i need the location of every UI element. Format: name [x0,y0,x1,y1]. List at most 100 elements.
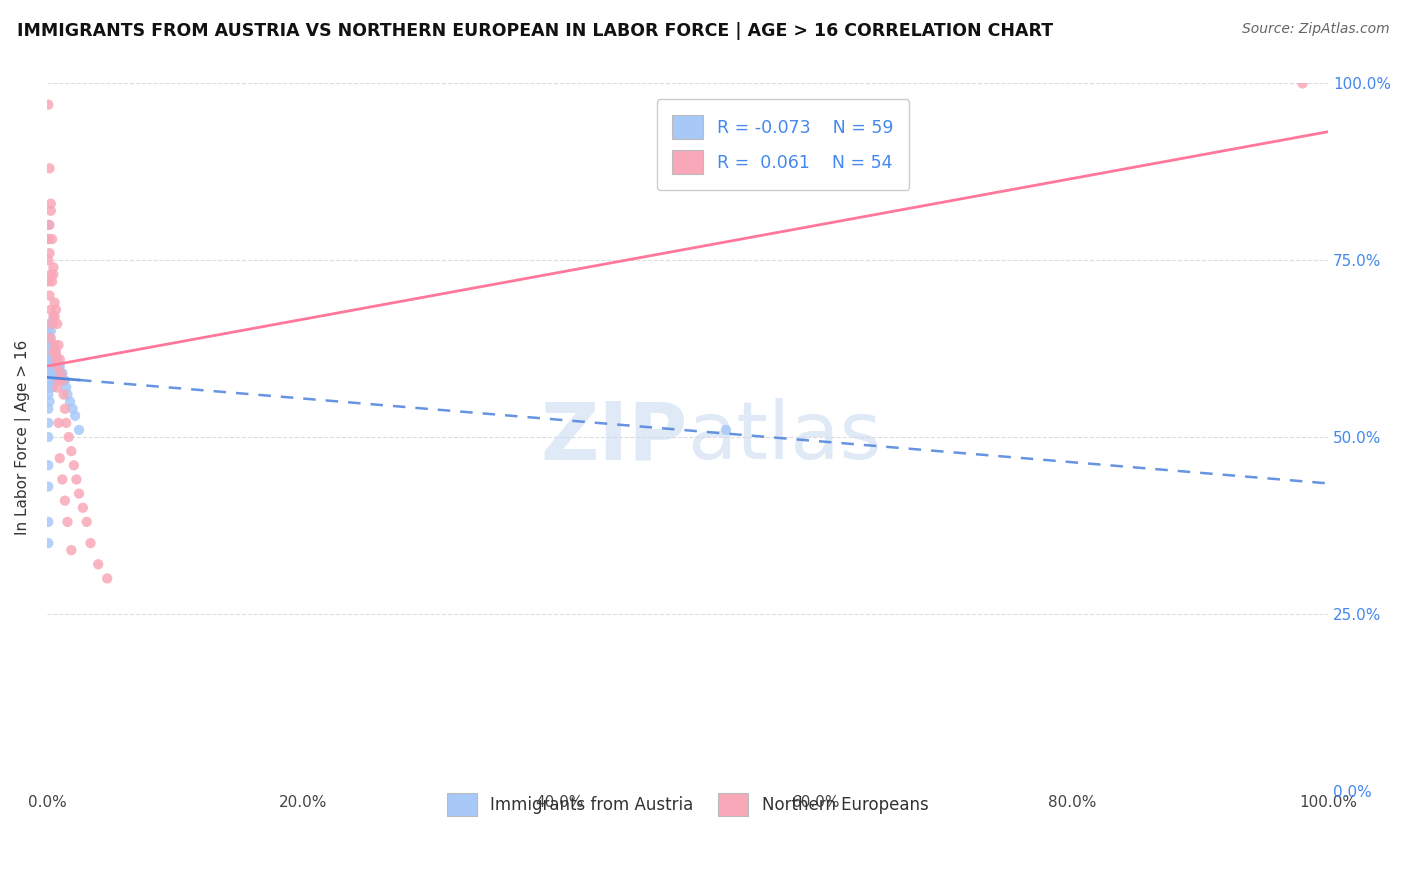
Point [48,374,70,388]
Point [41,275,63,289]
Point [96,571,118,585]
Point [37,367,59,381]
Point [42,345,65,359]
Point [62,401,84,416]
Point [51,473,73,487]
Point [37,352,59,367]
Point [46,352,69,367]
Point [41,352,63,367]
Point [67,423,90,437]
Point [60,543,83,558]
Point [37,345,59,359]
Point [76,515,98,529]
Point [38,380,60,394]
Point [45,367,67,381]
Point [38,218,60,232]
Point [51,367,73,381]
Point [37,416,59,430]
Point [42,260,65,275]
Point [72,500,94,515]
Point [45,302,67,317]
Point [67,486,90,500]
Point [44,359,66,374]
Point [38,352,60,367]
Point [39,331,62,345]
Point [39,268,62,282]
Point [714,423,737,437]
Point [45,345,67,359]
Point [41,338,63,352]
Point [44,295,66,310]
Text: IMMIGRANTS FROM AUSTRIA VS NORTHERN EUROPEAN IN LABOR FORCE | AGE > 16 CORRELATI: IMMIGRANTS FROM AUSTRIA VS NORTHERN EURO… [17,22,1053,40]
Point [39,196,62,211]
Point [56,387,79,401]
Point [1291,77,1313,91]
Point [38,394,60,409]
Point [79,536,101,550]
Point [60,444,83,458]
Point [49,367,72,381]
Text: Source: ZipAtlas.com: Source: ZipAtlas.com [1241,22,1389,37]
Point [49,367,72,381]
Point [41,367,63,381]
Point [37,458,59,473]
Point [49,451,72,466]
Point [38,345,60,359]
Point [48,416,70,430]
Point [37,515,59,529]
Text: ZIP: ZIP [540,398,688,476]
Point [49,374,72,388]
Point [44,310,66,324]
Point [48,338,70,352]
Point [37,536,59,550]
Point [58,430,80,444]
Point [53,401,76,416]
Point [41,380,63,394]
Point [42,338,65,352]
Point [37,232,59,246]
Point [49,359,72,374]
Point [41,317,63,331]
Point [42,310,65,324]
Point [56,515,79,529]
Point [49,352,72,367]
Point [37,338,59,352]
Point [39,367,62,381]
Point [37,387,59,401]
Point [37,218,59,232]
Point [37,401,59,416]
Point [44,345,66,359]
Point [44,374,66,388]
Point [45,352,67,367]
Point [38,367,60,381]
Point [46,380,69,394]
Point [52,374,75,388]
Point [44,338,66,352]
Y-axis label: In Labor Force | Age > 16: In Labor Force | Age > 16 [15,339,31,534]
Point [46,359,69,374]
Point [51,374,73,388]
Point [37,479,59,493]
Point [53,493,76,508]
Point [38,246,60,260]
Point [37,324,59,338]
Point [39,352,62,367]
Point [39,302,62,317]
Point [46,367,69,381]
Point [37,359,59,374]
Point [42,352,65,367]
Point [39,203,62,218]
Point [37,275,59,289]
Point [46,317,69,331]
Point [52,387,75,401]
Legend: Immigrants from Austria, Northern Europeans: Immigrants from Austria, Northern Europe… [439,784,936,825]
Point [48,359,70,374]
Point [37,374,59,388]
Point [39,324,62,338]
Point [38,331,60,345]
Point [48,374,70,388]
Text: atlas: atlas [688,398,882,476]
Point [37,97,59,112]
Point [55,380,77,394]
Point [41,232,63,246]
